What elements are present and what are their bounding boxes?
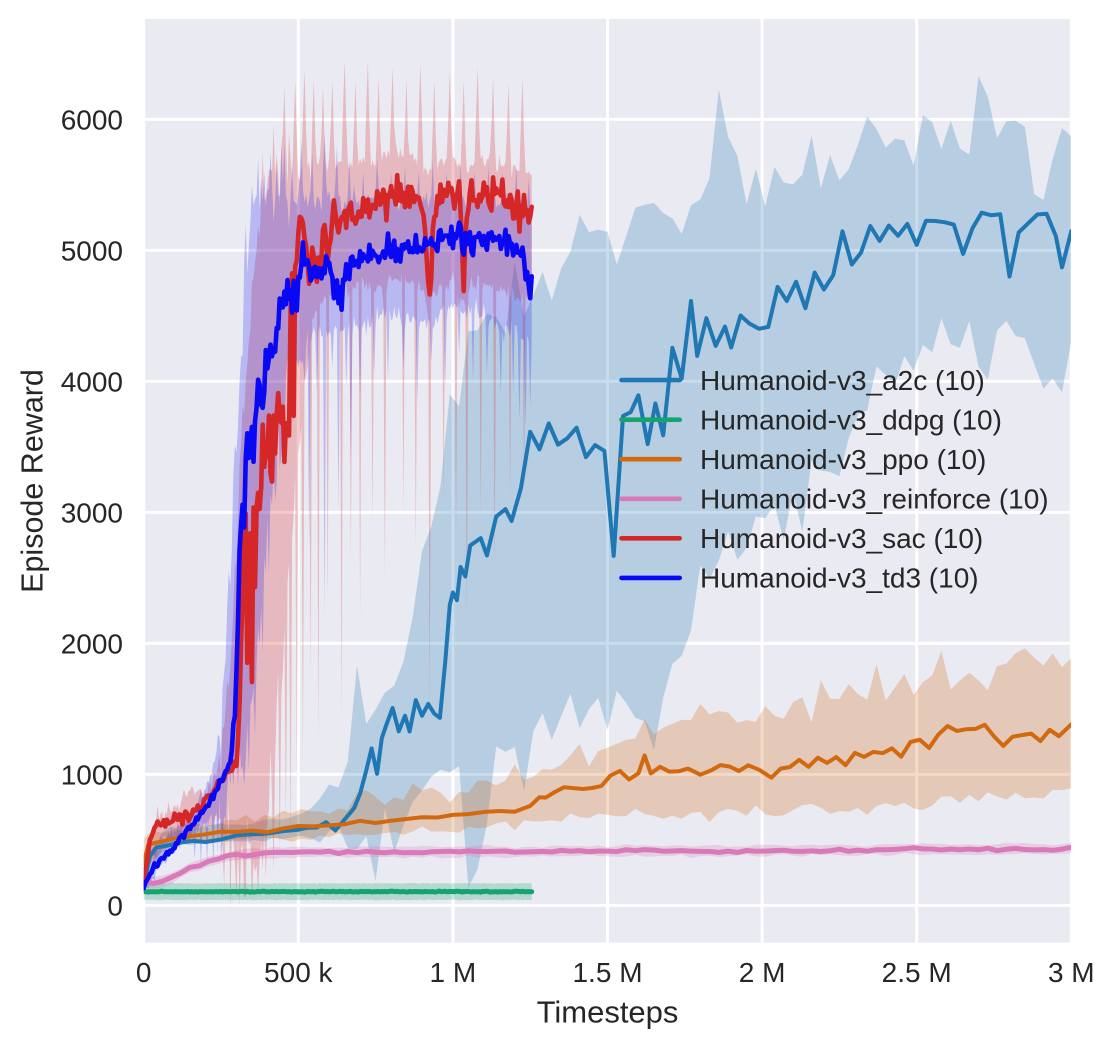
svg-text:Humanoid-v3_ppo (10): Humanoid-v3_ppo (10) [700,444,986,475]
svg-text:5000: 5000 [61,235,123,266]
svg-text:1 M: 1 M [430,957,477,988]
svg-text:Humanoid-v3_reinforce (10): Humanoid-v3_reinforce (10) [700,484,1049,515]
svg-text:3 M: 3 M [1048,957,1095,988]
svg-text:0: 0 [107,890,123,921]
svg-text:1000: 1000 [61,759,123,790]
svg-text:Humanoid-v3_a2c (10): Humanoid-v3_a2c (10) [700,365,985,396]
svg-text:Humanoid-v3_td3 (10): Humanoid-v3_td3 (10) [700,563,979,594]
svg-text:500 k: 500 k [264,957,333,988]
svg-text:Episode Reward: Episode Reward [16,369,50,593]
svg-text:3000: 3000 [61,497,123,528]
svg-text:6000: 6000 [61,104,123,135]
svg-text:Humanoid-v3_sac (10): Humanoid-v3_sac (10) [700,523,983,554]
svg-text:2.5 M: 2.5 M [882,957,952,988]
svg-text:Humanoid-v3_ddpg (10): Humanoid-v3_ddpg (10) [700,404,1002,435]
svg-text:2 M: 2 M [739,957,786,988]
svg-text:0: 0 [136,957,152,988]
svg-text:1.5 M: 1.5 M [572,957,642,988]
svg-text:2000: 2000 [61,628,123,659]
svg-text:4000: 4000 [61,366,123,397]
svg-text:Timesteps: Timesteps [537,995,679,1030]
